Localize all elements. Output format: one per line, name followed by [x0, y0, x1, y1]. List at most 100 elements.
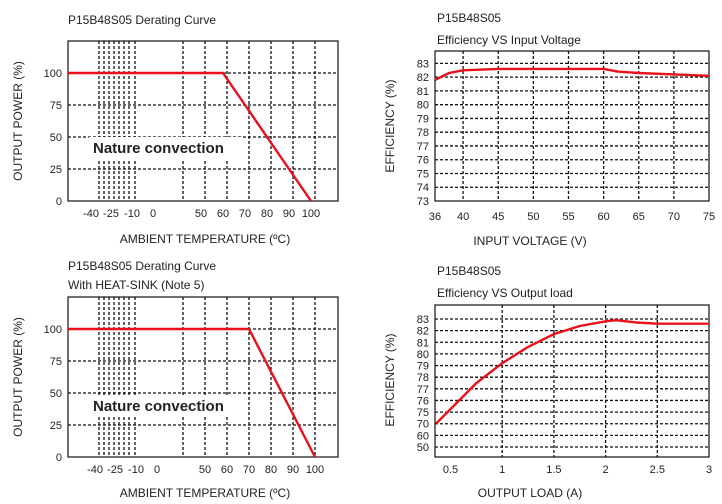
c3-y-tick-label: 0 — [56, 452, 62, 464]
c2-y-tick-label: 78 — [417, 127, 429, 139]
c2-x-tick-label: 70 — [668, 211, 680, 223]
c2-y-tick-label: 74 — [417, 182, 429, 194]
c2-x-axis-label: INPUT VOLTAGE (V) — [473, 234, 586, 248]
c4-y-tick-label: 75 — [417, 407, 429, 419]
c4-y-tick-label: 50 — [417, 442, 429, 454]
c3-x-tick-label: 50 — [199, 464, 211, 476]
c1-x-tick-label: 60 — [217, 208, 229, 220]
c1-x-tick-label: 90 — [283, 208, 295, 220]
c3-x-axis-label: AMBIENT TEMPERATURE (ºC) — [120, 486, 290, 500]
c3-labels: P15B48S05 Derating Curve With HEAT-SINK (… — [11, 259, 290, 500]
c3-y-axis-label: OUTPUT POWER (%) — [11, 317, 25, 437]
c1-title: P15B48S05 Derating Curve — [68, 13, 216, 27]
c3-x-tick-label: -40 — [87, 464, 103, 476]
c1-x-tick-label: -40 — [83, 208, 99, 220]
c3-subtitle: With HEAT-SINK (Note 5) — [68, 278, 204, 292]
c2-x-tick-label: 55 — [562, 211, 574, 223]
c3-x-tick-label: 60 — [221, 464, 233, 476]
c4-y-tick-label: 82 — [417, 326, 429, 338]
c1-y-tick-label: 0 — [56, 196, 62, 208]
c4-x-tick-label: 3 — [706, 464, 712, 476]
c3-x-tick-label: 100 — [306, 464, 324, 476]
c3-y-tick-label: 50 — [50, 388, 62, 400]
c4-x-tick-label: 1 — [499, 464, 505, 476]
c4-x-tick-label: 2.5 — [650, 464, 665, 476]
c2-y-axis-label: EFFICIENCY (%) — [383, 79, 397, 172]
c2-y-tick-label: 77 — [417, 141, 429, 153]
c2-y-tick-label: 80 — [417, 100, 429, 112]
c1-x-tick-label: 0 — [150, 208, 156, 220]
c4-y-tick-label: 78 — [417, 372, 429, 384]
c3-x-tick-label: 80 — [265, 464, 277, 476]
c2-x-tick-label: 65 — [633, 211, 645, 223]
c4-x-tick-label: 2 — [603, 464, 609, 476]
c3-x-tick-label: 70 — [243, 464, 255, 476]
c4-y-tick-label: 81 — [417, 337, 429, 349]
c2-x-tick-label: 50 — [527, 211, 539, 223]
c2-x-tick-label: 60 — [597, 211, 609, 223]
c4-labels: P15B48S05 Efficiency VS Output load OUTPUT… — [383, 264, 582, 500]
c1-y-axis-label: OUTPUT POWER (%) — [11, 61, 25, 181]
c2-plot-frame — [434, 50, 710, 202]
c2-y-tick-label: 81 — [417, 86, 429, 98]
c4-efficiency-line — [435, 319, 709, 425]
c1-annotation-bg — [89, 137, 241, 159]
c4-x-tick-label: 1.5 — [546, 464, 561, 476]
c1-x-tick-label: 70 — [239, 208, 251, 220]
c2-title: P15B48S05 — [437, 11, 501, 25]
c2-subtitle: Efficiency VS Input Voltage — [437, 33, 581, 47]
c3-annotation-bg — [89, 395, 241, 417]
c4-y-tick-label: 60 — [417, 430, 429, 442]
c1-y-tick-label: 100 — [44, 68, 62, 80]
c2-x-tick-label: 75 — [703, 211, 715, 223]
c1-x-tick-label: 100 — [302, 208, 320, 220]
c3-x-tick-label: -25 — [107, 464, 123, 476]
c2-y-tick-label: 82 — [417, 72, 429, 84]
c3-y-tick-label: 100 — [44, 324, 62, 336]
c3-annotation: Nature convection — [93, 398, 224, 415]
c2-x-tick-label: 36 — [429, 211, 441, 223]
c2-y-tick-label: 83 — [417, 58, 429, 70]
c3-y-tick-label: 75 — [50, 356, 62, 368]
c1-y-tick-label: 50 — [50, 132, 62, 144]
c1-x-tick-label: -25 — [103, 208, 119, 220]
c1-derating-line — [68, 71, 312, 202]
c4-title: P15B48S05 — [437, 264, 501, 278]
c2-x-tick-label: 40 — [457, 211, 469, 223]
c4-y-tick-label: 77 — [417, 384, 429, 396]
c3-title: P15B48S05 Derating Curve — [68, 259, 216, 273]
c4-x-tick-label: 0.5 — [443, 464, 458, 476]
c1-y-tick-label: 75 — [50, 100, 62, 112]
c4-y-tick-label: 83 — [417, 314, 429, 326]
c1-x-tick-label: 50 — [195, 208, 207, 220]
c4-x-axis-label: OUTPUT LOAD (A) — [478, 486, 582, 500]
c1-x-tick-label: 80 — [261, 208, 273, 220]
c4-subtitle: Efficiency VS Output load — [437, 286, 573, 300]
c2-y-tick-label: 75 — [417, 168, 429, 180]
c3-x-tick-label: 0 — [154, 464, 160, 476]
c3-y-tick-label: 25 — [50, 420, 62, 432]
c2-y-tick-label: 73 — [417, 196, 429, 208]
c3-x-tick-label: -10 — [128, 464, 144, 476]
c1-x-axis-label: AMBIENT TEMPERATURE (ºC) — [120, 232, 290, 246]
c1-derating-chart: 0 25 50 75 100 -40 -25 -10 0 50 60 70 80 90 100 Nature … — [44, 40, 339, 220]
c2-y-tick-label: 76 — [417, 155, 429, 167]
c3-derating-line — [68, 327, 317, 458]
c2-x-tick-label: 45 — [492, 211, 504, 223]
c4-y-tick-label: 76 — [417, 395, 429, 407]
c3-derating-chart: 0 25 50 75 100 -40 -25 -10 0 50 60 70 80 90 100 Nature … — [44, 296, 339, 476]
c2-efficiency-line — [434, 67, 710, 81]
c4-y-tick-label: 80 — [417, 349, 429, 361]
c4-y-tick-label: 79 — [417, 361, 429, 373]
c1-annotation: Nature convection — [93, 140, 224, 157]
c1-x-tick-label: -10 — [124, 208, 140, 220]
c1-y-tick-label: 25 — [50, 164, 62, 176]
c3-x-tick-label: 90 — [287, 464, 299, 476]
c2-y-tick-label: 79 — [417, 113, 429, 125]
c4-y-axis-label: EFFICIENCY (%) — [383, 333, 397, 426]
c1-labels: P15B48S05 Derating Curve AMBIENT TEMPERAT… — [11, 13, 290, 246]
c4-y-tick-label: 70 — [417, 419, 429, 431]
